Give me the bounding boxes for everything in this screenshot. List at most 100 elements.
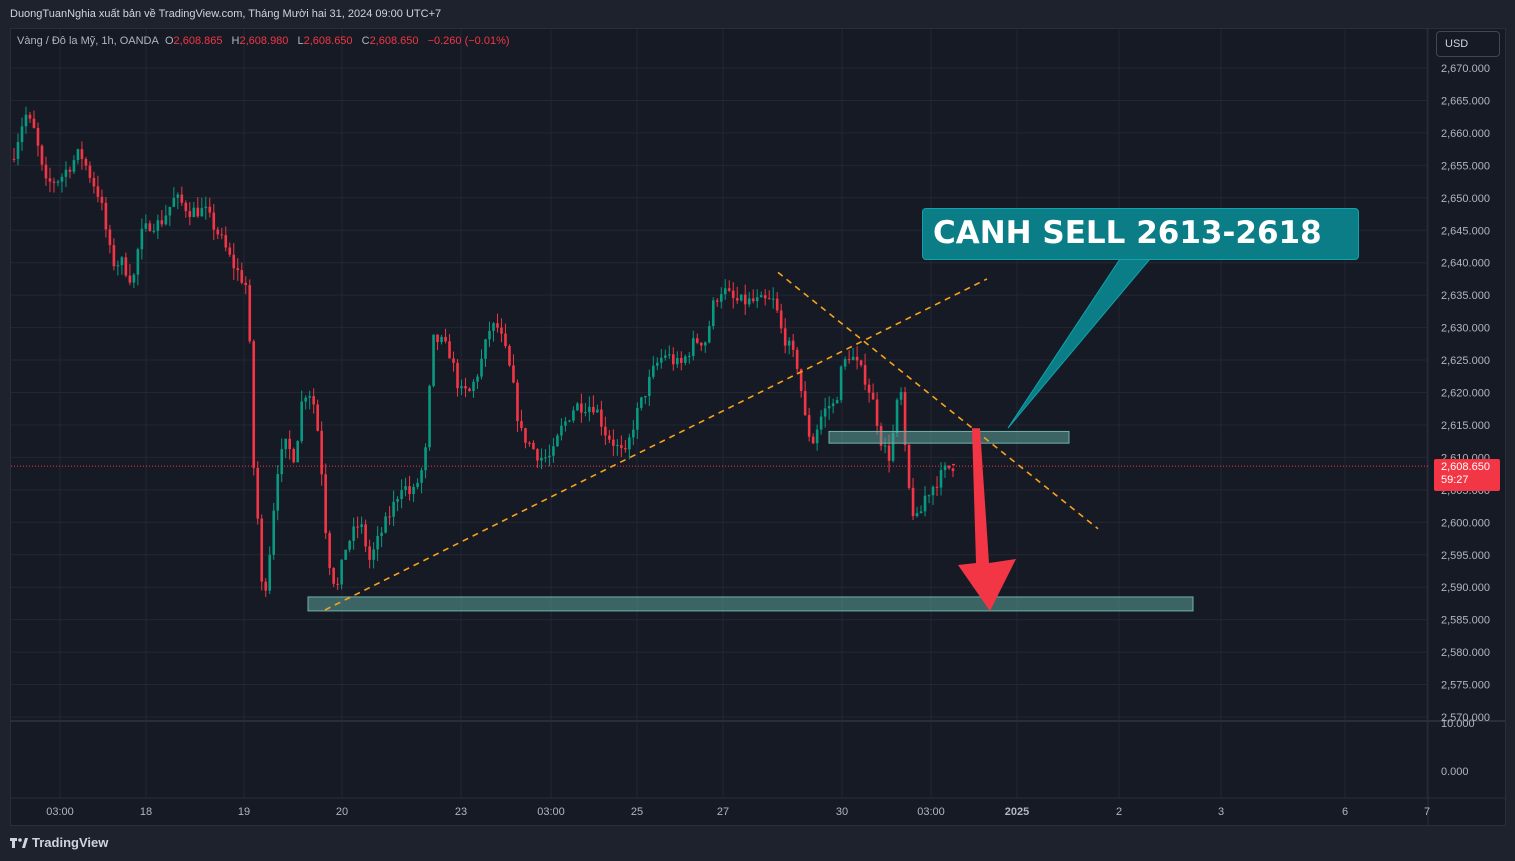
candle-body [436, 334, 439, 343]
candle-body [903, 392, 907, 446]
indicator-tick-label: 10.000 [1441, 718, 1475, 730]
candle-body [883, 445, 887, 447]
candle-body [296, 441, 299, 463]
candle-body [939, 469, 943, 488]
candle-body [384, 516, 387, 533]
time-tick-label: 7 [1424, 806, 1430, 818]
candle-body [576, 403, 579, 411]
time-tick-label: 03:00 [537, 806, 565, 818]
candle-body [100, 196, 104, 203]
candle-body [320, 430, 323, 475]
price-tick-label: 2,640.000 [1441, 258, 1490, 270]
candle-body [192, 207, 196, 218]
candle-body [392, 501, 395, 517]
candle-body [735, 298, 739, 301]
candle-body [584, 411, 587, 413]
candle-body [664, 355, 667, 358]
close-value: 2,608.650 [369, 35, 419, 47]
candle-body [332, 568, 335, 584]
time-tick-label: 25 [631, 806, 643, 818]
candle-body [588, 406, 591, 412]
candle-body [388, 516, 391, 518]
low-value: 2,608.650 [303, 35, 353, 47]
candle-body [640, 397, 643, 408]
candle-body [20, 126, 24, 143]
candle-body [723, 288, 727, 295]
candle-body [84, 158, 88, 166]
candle-body [791, 340, 795, 350]
candle-body [64, 169, 68, 177]
candle-body [568, 420, 571, 422]
candle-body [336, 583, 339, 585]
candle-body [156, 220, 160, 231]
candle-body [512, 365, 515, 383]
candle-body [76, 149, 80, 161]
candle-body [316, 404, 319, 431]
candle-body [32, 118, 36, 128]
candle-body [500, 327, 503, 334]
candle-body [952, 463, 955, 466]
candle-body [228, 247, 232, 255]
candle-body [364, 524, 367, 547]
candle-body [288, 438, 292, 450]
high-key: H [231, 35, 240, 47]
candle-body [943, 465, 947, 470]
candle-body [208, 206, 212, 213]
bar-countdown: 59:27 [1441, 474, 1469, 486]
candle-body [444, 336, 447, 342]
candle-body [52, 181, 56, 183]
candle-body [304, 397, 307, 402]
chart-frame[interactable] [10, 28, 1506, 826]
candle-body [128, 275, 132, 283]
price-tick-label: 2,620.000 [1441, 388, 1490, 400]
candle-body [240, 270, 244, 283]
time-tick-label: 27 [717, 806, 729, 818]
time-tick-label: 23 [455, 806, 467, 818]
ohlc-legend: Vàng / Đô la Mỹ, 1h, OANDA O2,608.865 H2… [17, 35, 516, 47]
symbol-title[interactable]: Vàng / Đô la Mỹ, 1h, OANDA [17, 35, 159, 47]
candle-body [256, 467, 260, 519]
candle-body [524, 428, 527, 443]
candle-body [827, 406, 831, 409]
candle-body [604, 426, 607, 436]
candle-body [528, 442, 531, 444]
candle-body [212, 212, 216, 230]
current-price-tag: 2,608.650 59:27 [1434, 459, 1500, 491]
callout-box[interactable]: CANH SELL 2613-2618 [922, 208, 1359, 260]
candle-body [92, 177, 96, 187]
candle-body [328, 533, 331, 569]
high-value: 2,608.980 [239, 35, 289, 47]
candle-body [28, 114, 32, 119]
candle-body [452, 358, 455, 363]
candle-body [348, 540, 351, 550]
price-tick-label: 2,600.000 [1441, 517, 1490, 529]
time-tick-label: 18 [140, 806, 152, 818]
candle-body [815, 429, 819, 444]
candle-body [843, 359, 847, 367]
price-tick-label: 2,590.000 [1441, 582, 1490, 594]
candle-body [644, 395, 647, 398]
current-price-label: 2,608.650 [1441, 461, 1490, 473]
candle-body [612, 439, 615, 446]
price-tick-label: 2,595.000 [1441, 550, 1490, 562]
time-tick-label: 2 [1116, 806, 1122, 818]
candle-body [851, 356, 855, 361]
candle-body [140, 228, 144, 250]
candle-body [180, 194, 184, 203]
candle-body [911, 487, 915, 517]
candle-body [244, 282, 248, 286]
candle-body [540, 457, 543, 461]
candle-body [839, 366, 843, 401]
candle-body [807, 415, 811, 437]
price-tick-label: 2,630.000 [1441, 323, 1490, 335]
currency-button[interactable]: USD [1436, 31, 1500, 57]
candle-body [104, 202, 108, 230]
candle-body [831, 403, 835, 407]
candle-body [472, 381, 475, 392]
price-tick-label: 2,570.000 [1441, 712, 1490, 724]
tradingview-logo[interactable]: TradingView [10, 835, 108, 850]
sell-arrow [958, 428, 1016, 611]
candle-body [112, 245, 116, 267]
candle-body [68, 169, 72, 172]
